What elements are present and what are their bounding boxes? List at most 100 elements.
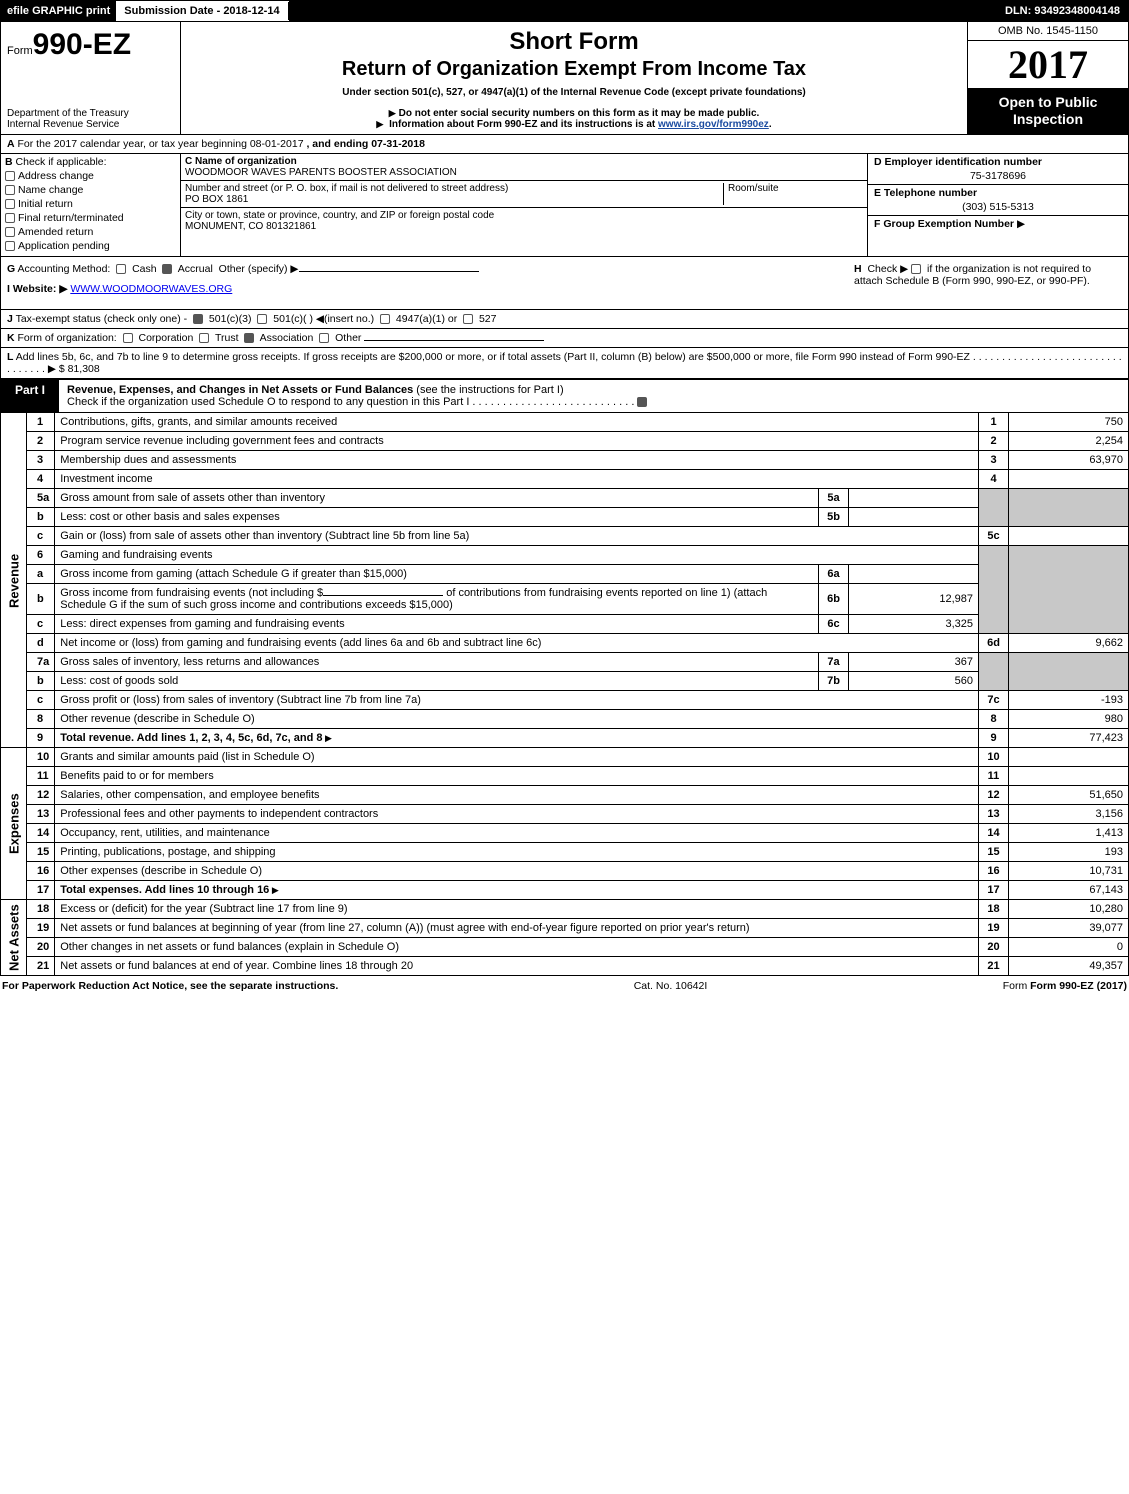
- part1-desc-a: Revenue, Expenses, and Changes in Net As…: [67, 384, 416, 396]
- line-5b: b Less: cost or other basis and sales ex…: [1, 508, 1129, 527]
- section-bcdef: B Check if applicable: Address change Na…: [0, 154, 1129, 257]
- org-name: WOODMOOR WAVES PARENTS BOOSTER ASSOCIATI…: [185, 167, 457, 178]
- form-prefix: Form: [7, 45, 33, 57]
- chk-cash[interactable]: [116, 264, 126, 274]
- chk-address-change[interactable]: Address change: [5, 170, 176, 182]
- part1-header: Part I Revenue, Expenses, and Changes in…: [0, 379, 1129, 412]
- l-prefix: L: [7, 351, 13, 363]
- line-7c: c Gross profit or (loss) from sales of i…: [1, 691, 1129, 710]
- website-link[interactable]: WWW.WOODMOORWAVES.ORG: [70, 283, 232, 295]
- header-left: Form990-EZ Department of the Treasury In…: [1, 22, 181, 134]
- line-17: 17 Total expenses. Add lines 10 through …: [1, 881, 1129, 900]
- omb-number: OMB No. 1545-1150: [968, 22, 1128, 41]
- c-city: City or town, state or province, country…: [181, 208, 867, 234]
- grey-7ab: [979, 653, 1009, 691]
- line-7b: b Less: cost of goods sold 7b 560: [1, 672, 1129, 691]
- page-footer: For Paperwork Reduction Act Notice, see …: [0, 976, 1129, 992]
- org-city: MONUMENT, CO 801321861: [185, 221, 316, 232]
- chk-initial-return[interactable]: Initial return: [5, 198, 176, 210]
- row-a-prefix: A: [7, 138, 15, 150]
- c-name: C Name of organization WOODMOOR WAVES PA…: [181, 154, 867, 181]
- section-b: B Check if applicable: Address change Na…: [1, 154, 181, 256]
- top-spacer: [289, 1, 997, 21]
- h-text-a: Check ▶: [867, 263, 908, 275]
- line-4: 4 Investment income 4: [1, 470, 1129, 489]
- section-def: D Employer identification number 75-3178…: [868, 154, 1128, 256]
- row-a: A For the 2017 calendar year, or tax yea…: [0, 135, 1129, 154]
- chk-schedule-o[interactable]: [637, 397, 647, 407]
- line-14: 14 Occupancy, rent, utilities, and maint…: [1, 824, 1129, 843]
- d-value: 75-3178696: [874, 170, 1122, 182]
- tax-year: 2017: [968, 41, 1128, 88]
- d-ein: D Employer identification number 75-3178…: [868, 154, 1128, 185]
- line-10: Expenses 10 Grants and similar amounts p…: [1, 748, 1129, 767]
- k-other-line[interactable]: [364, 340, 544, 341]
- chk-501c3[interactable]: [193, 314, 203, 324]
- chk-assoc[interactable]: [244, 333, 254, 343]
- chk-corp[interactable]: [123, 333, 133, 343]
- g-other: Other (specify) ▶: [219, 263, 299, 275]
- line-20: 20 Other changes in net assets or fund b…: [1, 938, 1129, 957]
- grey-5ab-val: [1009, 489, 1129, 527]
- dln-number: DLN: 93492348004148: [997, 1, 1128, 21]
- k-label: Form of organization:: [18, 332, 117, 344]
- form-number-big: 990-EZ: [33, 28, 131, 61]
- chk-accrual[interactable]: [162, 264, 172, 274]
- j-text: Tax-exempt status (check only one) -: [16, 313, 188, 325]
- chk-501c[interactable]: [257, 314, 267, 324]
- line-6c: c Less: direct expenses from gaming and …: [1, 615, 1129, 634]
- part1-table: Revenue 1 Contributions, gifts, grants, …: [0, 412, 1129, 976]
- form-header: Form990-EZ Department of the Treasury In…: [0, 22, 1129, 135]
- grey-5ab: [979, 489, 1009, 527]
- e-value: (303) 515-5313: [874, 201, 1122, 213]
- g-prefix: G: [7, 263, 15, 275]
- f-group: F Group Exemption Number ▶: [868, 216, 1128, 232]
- l-text: Add lines 5b, 6c, and 7b to line 9 to de…: [16, 351, 970, 363]
- instructions-link[interactable]: www.irs.gov/form990ez: [658, 119, 769, 130]
- dept-line2: Internal Revenue Service: [7, 119, 174, 130]
- chk-amended-return[interactable]: Amended return: [5, 226, 176, 238]
- chk-4947[interactable]: [380, 314, 390, 324]
- chk-final-return[interactable]: Final return/terminated: [5, 212, 176, 224]
- line-12: 12 Salaries, other compensation, and emp…: [1, 786, 1129, 805]
- department: Department of the Treasury Internal Reve…: [7, 108, 174, 130]
- chk-527[interactable]: [463, 314, 473, 324]
- b-prefix: B: [5, 156, 13, 168]
- row-k: K Form of organization: Corporation Trus…: [0, 329, 1129, 348]
- line-5a: 5a Gross amount from sale of assets othe…: [1, 489, 1129, 508]
- chk-other-org[interactable]: [319, 333, 329, 343]
- row-l: L Add lines 5b, 6c, and 7b to line 9 to …: [0, 348, 1129, 379]
- chk-application-pending[interactable]: Application pending: [5, 240, 176, 252]
- room-label: Room/suite: [728, 183, 779, 194]
- footer-pra: For Paperwork Reduction Act Notice, see …: [2, 980, 338, 992]
- e-label: E Telephone number: [874, 187, 977, 199]
- line-11: 11 Benefits paid to or for members 11: [1, 767, 1129, 786]
- j-prefix: J: [7, 313, 13, 325]
- open-to-public: Open to Public Inspection: [968, 88, 1128, 134]
- c-addr: Number and street (or P. O. box, if mail…: [181, 181, 867, 208]
- grey-6abc-val: [1009, 546, 1129, 634]
- line-9: 9 Total revenue. Add lines 1, 2, 3, 4, 5…: [1, 729, 1129, 748]
- efile-label: efile GRAPHIC print: [1, 1, 116, 21]
- note2-a: Information about Form 990-EZ and its in…: [389, 119, 658, 130]
- part1-desc: Revenue, Expenses, and Changes in Net As…: [59, 379, 1128, 412]
- line-6: 6 Gaming and fundraising events: [1, 546, 1129, 565]
- line-6b: b Gross income from fundraising events (…: [1, 584, 1129, 615]
- i-line: I Website: ▶ WWW.WOODMOORWAVES.ORG: [7, 283, 842, 295]
- g-other-line[interactable]: [299, 271, 479, 272]
- part1-label: Part I: [1, 379, 59, 401]
- header-center: Short Form Return of Organization Exempt…: [181, 22, 968, 134]
- line-1: Revenue 1 Contributions, gifts, grants, …: [1, 413, 1129, 432]
- k-prefix: K: [7, 332, 15, 344]
- room-suite: Room/suite: [723, 183, 863, 205]
- section-c: C Name of organization WOODMOOR WAVES PA…: [181, 154, 868, 256]
- row-a-text-b: , and ending 07-31-2018: [306, 138, 424, 150]
- d-label: D Employer identification number: [874, 156, 1042, 168]
- note-instructions: Information about Form 990-EZ and its in…: [191, 119, 957, 130]
- chk-name-change[interactable]: Name change: [5, 184, 176, 196]
- footer-cat: Cat. No. 10642I: [634, 980, 708, 992]
- 6b-blank[interactable]: [323, 595, 443, 596]
- chk-h[interactable]: [911, 264, 921, 274]
- chk-trust[interactable]: [199, 333, 209, 343]
- c-name-label: C Name of organization: [185, 156, 297, 167]
